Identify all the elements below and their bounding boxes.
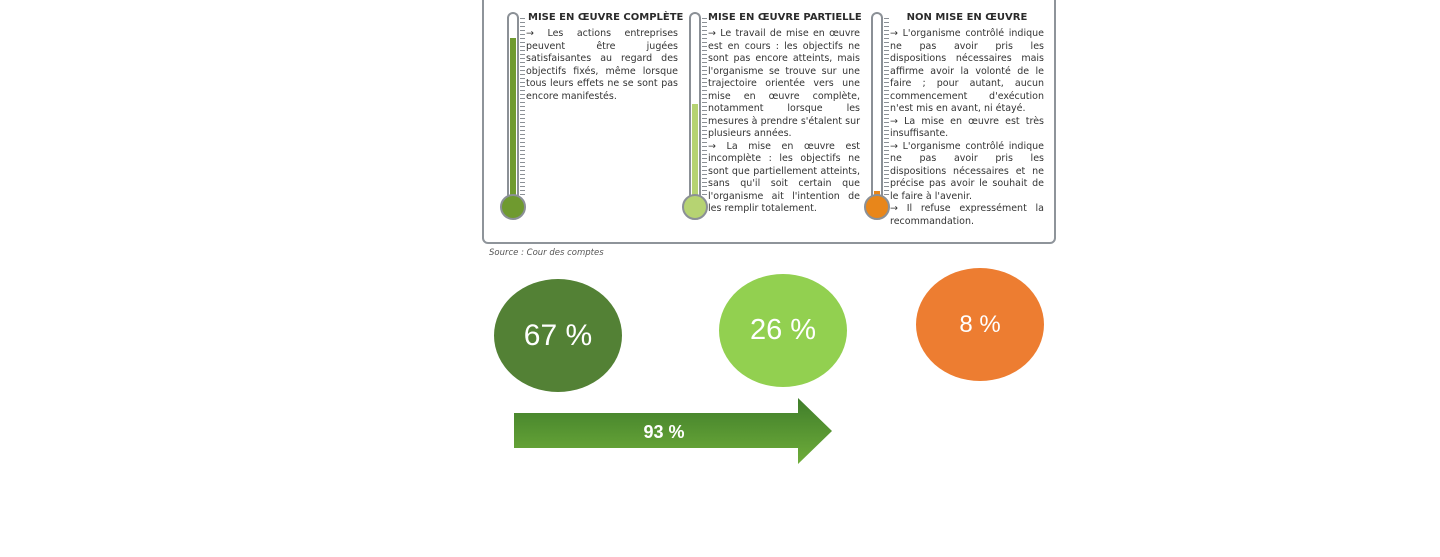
column-title-partial: MISE EN ŒUVRE PARTIELLE — [708, 12, 862, 23]
paragraph: → L'organisme contrôlé indique ne pas av… — [890, 140, 1044, 202]
column-text-partial: → Le travail de mise en œuvre est en cou… — [708, 28, 860, 216]
thermometer-fill-complete — [510, 38, 516, 202]
circle-label: 67 % — [523, 318, 593, 352]
paragraph: → Le travail de mise en œuvre est en cou… — [708, 28, 860, 139]
circle-label: 8 % — [959, 310, 1001, 338]
column-text-complete: → Les actions entreprises peuvent être j… — [526, 28, 678, 103]
thermometer-fill-partial — [692, 104, 698, 202]
thermometer-bulb-complete — [500, 194, 526, 220]
paragraph: → L'organisme contrôlé indique ne pas av… — [890, 28, 1044, 114]
circle-label: 26 % — [749, 314, 817, 346]
thermometer-bulb-partial — [682, 194, 708, 220]
column-title-not-implemented: NON MISE EN ŒUVRE — [906, 12, 1028, 23]
source-note: Source : Cour des comptes — [489, 248, 604, 258]
paragraph: → Il refuse expressément la recommandati… — [890, 203, 1044, 227]
paragraph: → Les actions entreprises peuvent être j… — [526, 28, 678, 102]
circle-partial-percentage: 26 % — [719, 274, 847, 387]
total-arrow: 93 % — [514, 398, 832, 464]
circle-complete-percentage: 67 % — [494, 279, 622, 392]
column-title-complete: MISE EN ŒUVRE COMPLÈTE — [528, 12, 684, 23]
implementation-scale-panel: MISE EN ŒUVRE COMPLÈTE → Les actions ent… — [482, 0, 1056, 244]
paragraph: → La mise en œuvre est très insuffisante… — [890, 115, 1044, 140]
thermometer-complete — [498, 12, 528, 224]
thermometer-bulb-not-implemented — [864, 194, 890, 220]
thermometer-not-implemented — [862, 12, 892, 224]
thermometer-partial — [680, 12, 710, 224]
column-text-not-implemented: → L'organisme contrôlé indique ne pas av… — [890, 28, 1044, 228]
arrow-shape — [514, 398, 832, 464]
circle-not-implemented-percentage: 8 % — [916, 268, 1044, 381]
paragraph: → La mise en œuvre est incomplète : les … — [708, 140, 860, 215]
arrow-label: 93 % — [643, 422, 685, 442]
